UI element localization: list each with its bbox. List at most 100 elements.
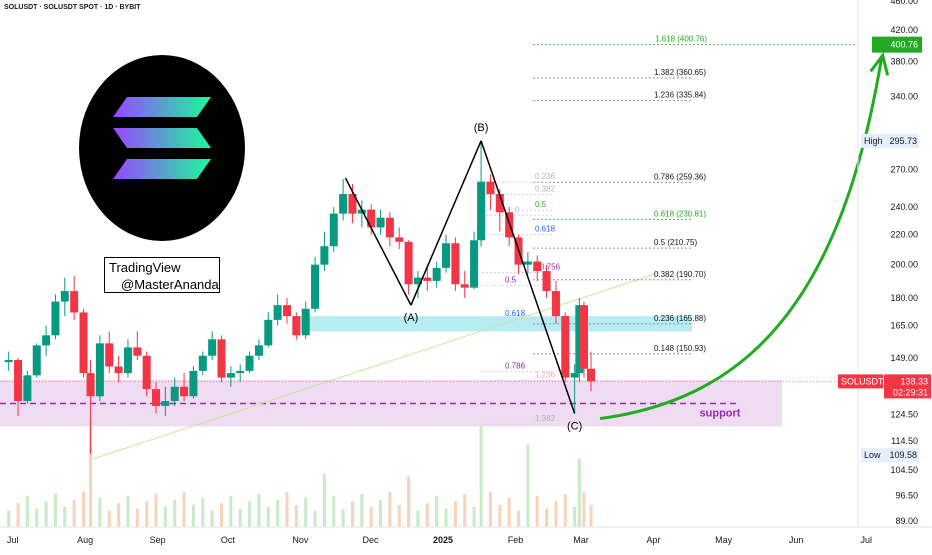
candle-body — [208, 339, 217, 356]
trendline — [90, 272, 659, 461]
price-badge-label: High — [864, 136, 883, 146]
volume-bar — [266, 506, 270, 527]
volume-bar — [276, 499, 280, 527]
candle-body — [329, 213, 338, 247]
candle-body — [523, 261, 532, 265]
candle-body — [4, 359, 13, 363]
fib-level-label: 0.786 (259.36) — [654, 172, 706, 181]
volume-bar — [35, 508, 39, 527]
volume-bar — [573, 506, 577, 527]
retrace-label: 0.5 — [505, 276, 517, 285]
volume-bar — [322, 474, 326, 527]
y-tick-label: 220.00 — [890, 230, 918, 240]
candle-body — [133, 347, 142, 356]
volume-bar — [163, 506, 167, 527]
candle-body — [404, 241, 413, 285]
price-badge-bg — [838, 374, 883, 389]
y-tick-label: 180.00 — [890, 293, 918, 303]
candle-body — [226, 373, 235, 378]
candle-body — [152, 389, 161, 406]
candle-body — [105, 343, 114, 367]
y-tick-label: 340.00 — [890, 92, 918, 102]
price-badge-bg — [872, 36, 922, 53]
volume-bar — [444, 508, 448, 527]
elliott-wave-line — [410, 140, 482, 306]
elliott-wave-line — [480, 140, 576, 414]
volume-bar — [135, 508, 139, 527]
candle-body — [254, 345, 263, 356]
volume-bar — [488, 492, 492, 527]
volume-bar — [7, 510, 11, 527]
candle-body — [477, 181, 486, 241]
candle-body — [70, 291, 79, 313]
x-tick-label: Aug — [77, 535, 93, 545]
candle-body — [413, 277, 422, 285]
candle-body — [198, 355, 207, 371]
solana-logo-icon — [113, 97, 211, 179]
fib-level-label: 0.382 (190.70) — [654, 270, 706, 279]
volume-bar — [238, 508, 242, 527]
candle-body — [423, 277, 432, 281]
candle-body — [395, 237, 404, 242]
candle-body — [460, 284, 469, 288]
price-badge-countdown: 02:29:31 — [893, 387, 928, 397]
volume-bar — [25, 495, 29, 527]
candle-body — [451, 243, 460, 285]
y-tick-label: 114.50 — [891, 436, 918, 446]
candle-body — [495, 194, 504, 213]
candle-body — [14, 359, 23, 402]
price-badge-label: SOLUSDT — [841, 376, 884, 386]
volume-bar — [248, 501, 252, 527]
x-tick-label: Jun — [789, 535, 804, 545]
volume-bar — [407, 476, 411, 527]
candle-body — [123, 347, 132, 374]
volume-bar — [173, 499, 177, 527]
candle-body — [51, 301, 60, 336]
volume-bar — [145, 501, 149, 527]
volume-bar — [117, 503, 121, 527]
retrace-label: 0 — [515, 205, 520, 214]
volume-bar — [341, 508, 345, 527]
volume-bar — [526, 444, 530, 527]
candle-body — [339, 194, 348, 214]
candle-body — [376, 217, 385, 228]
volume-bar — [16, 503, 20, 527]
volume-bar — [182, 492, 186, 527]
y-tick-label: 104.50 — [890, 465, 918, 475]
wave-label: (C) — [567, 420, 582, 432]
candle-body — [442, 243, 451, 268]
candle-body — [348, 194, 357, 214]
fib-level-label: 1.236 (335.84) — [654, 91, 706, 100]
volume-bar — [154, 494, 158, 527]
candle-body — [367, 209, 376, 228]
candle-body — [432, 267, 441, 281]
elliott-wave-line — [344, 177, 412, 306]
y-tick-label: 460.00 — [890, 0, 918, 6]
candle-body — [95, 343, 104, 397]
y-tick-label: 149.00 — [890, 353, 918, 363]
volume-bar — [285, 492, 289, 527]
candle-body — [264, 319, 273, 346]
volume-bar — [63, 506, 67, 527]
candle-body — [542, 271, 551, 292]
x-tick-label: Dec — [362, 535, 379, 545]
symbol-header: SOLUSDT · SOLUSDT SPOT · 1D · BYBIT — [4, 4, 141, 11]
candle-body — [114, 366, 123, 374]
volume-bar — [201, 497, 205, 527]
volume-bar — [453, 501, 457, 527]
candle-body — [42, 335, 51, 346]
fib-level-label: 0.148 (150.93) — [654, 344, 706, 353]
fib-level-label: 0.618 (230.81) — [654, 209, 706, 218]
volume-bar — [554, 501, 558, 527]
candle-body — [575, 305, 584, 374]
candle-body — [561, 316, 570, 378]
x-tick-label: Mar — [573, 535, 589, 545]
volume-bar — [498, 505, 502, 527]
price-badge-value: 138.33 — [900, 376, 928, 386]
candle-body — [486, 181, 495, 195]
candle-body — [60, 291, 69, 302]
volume-bar — [545, 508, 549, 527]
watermark-line1: TradingView — [109, 260, 181, 275]
